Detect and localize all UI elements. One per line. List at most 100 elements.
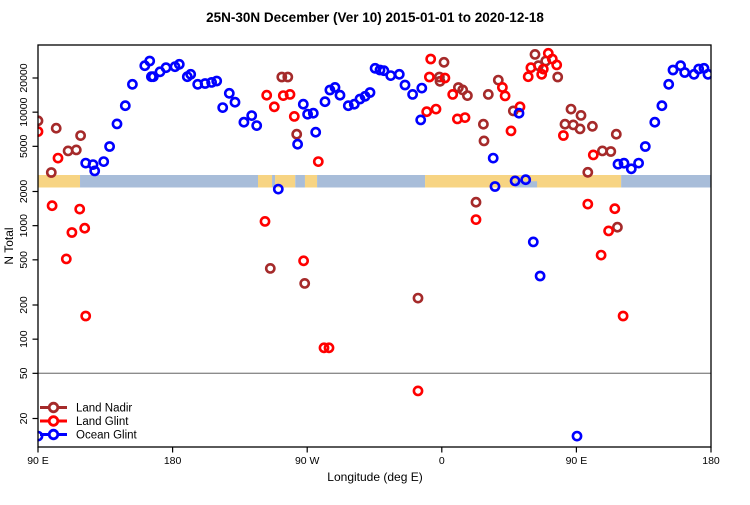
y-tick-label: 1000	[18, 214, 30, 238]
legend-label-land-nadir: Land Nadir	[76, 403, 132, 415]
data-point	[477, 118, 489, 130]
y-tick-label: 50	[18, 367, 30, 379]
data-point	[264, 262, 276, 274]
data-point	[246, 110, 258, 121]
data-point	[80, 310, 92, 322]
y-tick-label: 20000	[18, 63, 30, 92]
legend-item-land-nadir: Land Nadir	[40, 401, 132, 415]
data-point	[603, 225, 614, 237]
data-point	[342, 100, 354, 112]
data-point	[565, 103, 577, 115]
data-point	[617, 310, 629, 322]
x-tick-label: 0	[439, 455, 445, 467]
data-point	[66, 227, 78, 238]
data-point	[430, 103, 442, 115]
data-point	[276, 71, 288, 83]
legend-item-ocean-glint: Ocean Glint	[40, 428, 138, 442]
data-point	[211, 75, 223, 87]
data-point	[147, 71, 159, 83]
y-tick-label: 5000	[18, 134, 30, 158]
data-point	[261, 89, 273, 101]
data-point	[649, 116, 661, 128]
chart-title: 25N-30N December (Ver 10) 2015-01-01 to …	[206, 10, 544, 25]
data-point	[98, 156, 110, 167]
y-tick-label: 2000	[18, 180, 30, 204]
data-point	[439, 72, 451, 84]
data-point	[412, 292, 424, 304]
data-point	[663, 78, 675, 90]
data-point	[348, 98, 360, 110]
x-tick-label: 90 E	[27, 455, 49, 467]
data-point	[667, 64, 679, 76]
map-strip-segment-ocean	[317, 175, 426, 188]
data-point	[529, 49, 541, 60]
data-point	[364, 87, 376, 98]
data-point	[597, 145, 608, 157]
data-point	[505, 125, 517, 137]
data-point	[582, 166, 594, 178]
data-point	[173, 58, 185, 70]
data-point	[514, 101, 526, 113]
data-point	[571, 430, 583, 442]
data-point	[520, 174, 532, 186]
data-point	[522, 71, 534, 83]
y-tick-label: 10000	[18, 97, 30, 126]
x-tick-label: 180	[164, 455, 182, 467]
map-strip-segment-land	[304, 175, 318, 188]
data-point	[60, 253, 72, 265]
data-point	[299, 277, 311, 289]
y-tick-label: 500	[18, 251, 30, 269]
data-point	[425, 53, 437, 65]
data-point	[144, 55, 156, 67]
data-point	[459, 112, 471, 123]
data-point	[62, 145, 74, 157]
data-point	[302, 108, 313, 120]
data-point	[470, 196, 482, 208]
data-point	[74, 203, 86, 215]
map-strip-segment-ocean	[272, 175, 276, 188]
data-point	[470, 214, 482, 225]
data-point	[79, 222, 91, 234]
data-point	[126, 78, 138, 90]
data-point	[582, 198, 594, 210]
data-point	[277, 90, 289, 101]
data-point	[433, 71, 445, 83]
data-point	[268, 101, 280, 113]
data-point	[312, 156, 324, 167]
data-point	[310, 126, 322, 138]
data-point	[447, 89, 459, 100]
data-point	[70, 144, 82, 156]
data-point	[298, 255, 309, 267]
data-point	[206, 77, 217, 88]
data-point	[52, 152, 64, 164]
data-point	[407, 89, 418, 100]
map-strip-segment-ocean	[80, 175, 258, 188]
data-point	[50, 122, 62, 134]
data-point	[393, 68, 405, 80]
data-point	[559, 118, 571, 130]
y-tick-label: 20	[18, 413, 30, 425]
data-point	[633, 157, 644, 169]
x-tick-label: 180	[702, 455, 720, 467]
ocean-glint-marker-icon	[47, 428, 60, 441]
data-point	[625, 163, 637, 175]
data-point	[251, 120, 263, 131]
legend-label-ocean-glint: Ocean Glint	[76, 430, 138, 442]
data-point	[291, 128, 303, 140]
data-point	[292, 138, 303, 150]
data-point	[318, 342, 330, 354]
data-point	[104, 141, 115, 152]
data-point	[461, 90, 473, 101]
data-point	[89, 165, 101, 177]
data-point	[525, 62, 537, 74]
data-point	[509, 175, 521, 187]
data-point	[639, 141, 651, 152]
data-point	[656, 100, 668, 112]
data-point	[552, 71, 564, 83]
data-point	[605, 146, 617, 157]
data-point	[259, 215, 271, 227]
data-point	[612, 221, 623, 233]
data-point	[378, 65, 390, 77]
data-point	[319, 96, 331, 108]
plot-border	[37, 44, 712, 448]
